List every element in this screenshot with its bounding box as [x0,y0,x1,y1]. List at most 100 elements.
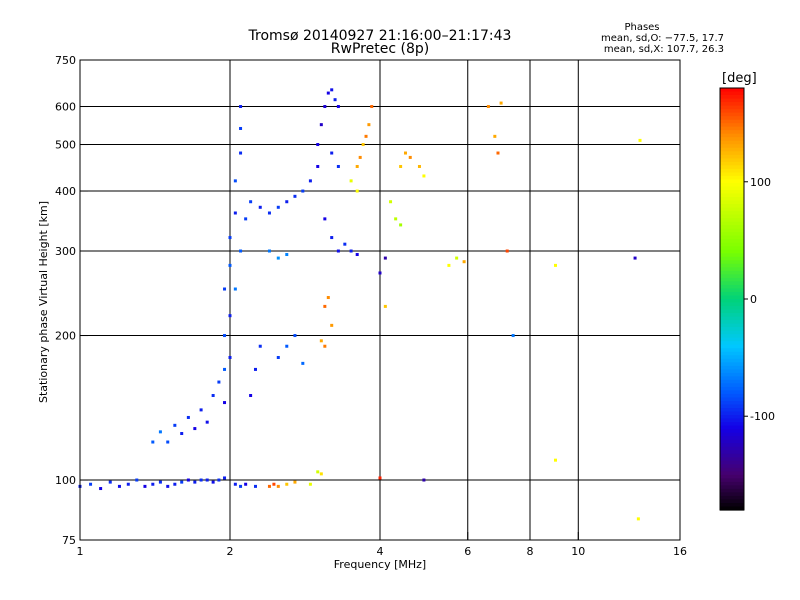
colorbar-segment-89 [720,400,744,406]
data-point-59 [249,394,253,398]
colorbar-segment-61 [720,302,744,307]
data-point-86 [336,164,340,168]
x-tick-label-1: 1 [77,545,84,558]
data-point-51 [233,211,237,215]
data-point-65 [276,205,280,209]
data-point-79 [319,123,323,127]
data-point-32 [151,440,155,444]
data-point-96 [323,344,327,348]
data-point-52 [233,179,237,183]
data-point-83 [333,98,337,102]
colorbar-segment-30 [720,193,744,198]
colorbar-segment-71 [720,337,744,342]
data-point-128 [553,263,557,267]
data-point-91 [349,249,353,253]
data-point-98 [355,164,359,168]
data-point-22 [244,482,248,486]
data-point-82 [330,88,334,92]
data-point-70 [316,164,320,168]
data-point-4 [117,484,121,488]
data-point-46 [223,334,227,338]
colorbar-segment-76 [720,355,744,360]
x-tick-label-6: 6 [464,545,471,558]
data-point-19 [223,476,227,480]
data-point-3 [108,480,112,484]
colorbar-segment-49 [720,260,744,265]
data-point-94 [326,296,330,300]
colorbar-segment-70 [720,334,744,339]
data-point-64 [267,211,271,215]
colorbar-segment-59 [720,295,744,300]
data-point-68 [301,189,305,193]
colorbar-segment-54 [720,277,744,283]
colorbar: 100 0 -100 [deg] [719,71,775,511]
data-point-16 [205,478,209,482]
y-tick-label-600: 600 [55,101,76,114]
colorbar-segment-24 [720,172,744,177]
data-point-54 [239,126,243,130]
data-point-48 [223,287,227,291]
colorbar-segment-22 [720,165,744,170]
data-point-36 [180,432,184,436]
colorbar-segment-96 [720,425,744,430]
colorbar-label: [deg] [722,71,757,86]
data-point-60 [253,367,257,371]
data-point-103 [370,105,374,109]
colorbar-segment-11 [720,126,744,131]
data-point-24 [267,484,271,488]
colorbar-segment-97 [720,429,744,434]
y-tick-label-100: 100 [55,474,76,487]
data-point-40 [205,420,209,424]
colorbar-segment-32 [720,200,744,205]
data-point-109 [399,164,403,168]
colorbar-segment-53 [720,274,744,279]
colorbar-segment-40 [720,228,744,233]
colorbar-segment-88 [720,397,744,402]
data-point-112 [417,164,421,168]
colorbar-segment-2 [720,95,744,100]
data-point-100 [361,143,365,147]
colorbar-segment-100 [720,439,744,444]
data-point-121 [422,478,426,482]
data-point-76 [293,334,297,338]
colorbar-segment-117 [720,499,744,504]
data-point-7 [143,484,147,488]
data-point-97 [330,323,334,327]
colorbar-tick-label-100: 100 [750,176,771,189]
colorbar-segment-90 [720,404,744,409]
data-point-47 [228,314,232,318]
y-tick-label-200: 200 [55,330,76,343]
colorbar-segment-35 [720,211,744,216]
colorbar-segment-82 [720,376,744,381]
colorbar-segment-43 [720,239,744,244]
data-point-6 [135,478,139,482]
colorbar-segment-116 [720,495,744,501]
data-point-18 [217,478,221,482]
y-tick-label-750: 750 [55,54,76,67]
colorbar-segment-13 [720,133,744,138]
colorbar-tick-label--100: -100 [750,410,775,423]
stats-o-mode: mean, sd,O: −77.5, 17.7 [601,33,724,44]
colorbar-segment-103 [720,450,744,455]
colorbar-segment-36 [720,214,744,219]
data-point-104 [349,179,353,183]
colorbar-segment-65 [720,316,744,321]
colorbar-segment-113 [720,485,744,490]
colorbar-segment-7 [720,112,744,117]
data-point-14 [193,480,197,484]
data-point-27 [285,482,289,486]
data-point-88 [330,236,334,240]
colorbar-segment-55 [720,281,744,286]
data-point-117 [383,256,387,260]
data-point-78 [316,143,320,147]
colorbar-segment-20 [720,158,744,163]
data-point-126 [505,249,509,253]
data-point-69 [308,179,312,183]
data-point-62 [249,200,253,204]
data-point-12 [180,480,184,484]
chart-subtitle: RwPretec (8p) [331,41,429,57]
data-point-43 [223,401,227,405]
y-tick-label-400: 400 [55,185,76,198]
colorbar-segment-119 [720,506,744,511]
colorbar-segment-105 [720,457,744,462]
